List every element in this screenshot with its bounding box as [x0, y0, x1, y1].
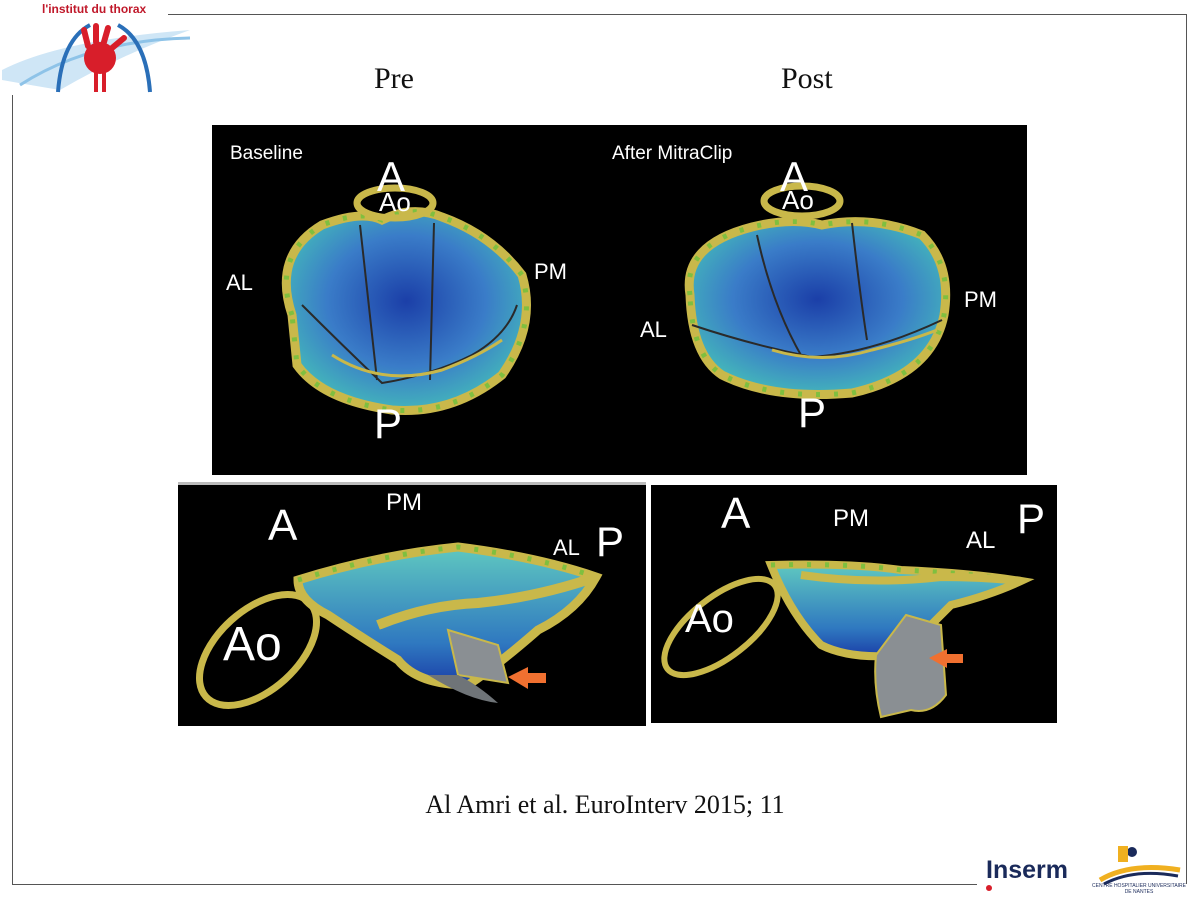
chu-logo-text: CENTRE HOSPITALIER UNIVERSITAIRE DE NANT…: [1092, 883, 1186, 895]
slide-frame-left: [12, 95, 13, 884]
inserm-dot: [986, 885, 992, 891]
inserm-logo: Inserm: [986, 856, 1068, 884]
bl-label-ao: Ao: [223, 618, 282, 671]
baseline-label-ao: Ao: [379, 187, 411, 217]
bottom-right-valve-panel: A PM AL P Ao: [651, 485, 1057, 723]
br-label-p: P: [1017, 495, 1046, 542]
after-label-ao: Ao: [782, 185, 814, 215]
after-label-p: P: [798, 389, 827, 436]
after-label-pm: PM: [964, 287, 997, 312]
after-mitraclip-caption: After MitraClip: [612, 143, 733, 164]
baseline-label-p: P: [374, 400, 403, 447]
bl-label-al: AL: [553, 535, 580, 560]
baseline-label-al: AL: [226, 270, 253, 295]
baseline-valve: [281, 184, 531, 416]
br-label-al: AL: [966, 527, 996, 554]
slide-frame-top: [168, 14, 1186, 15]
after-mitraclip-valve: [684, 182, 951, 399]
citation: Al Amri et al. EuroInterv 2015; 11: [425, 790, 785, 819]
after-label-a: A: [780, 153, 809, 200]
bl-label-p: P: [596, 518, 625, 565]
chu-nantes-logo: [1090, 842, 1186, 896]
institut-du-thorax-logo: [0, 0, 200, 100]
br-label-ao: Ao: [685, 597, 734, 641]
bl-label-pm: PM: [386, 489, 422, 516]
post-label: Post: [781, 62, 833, 95]
pre-label: Pre: [374, 62, 414, 95]
br-label-a: A: [721, 489, 751, 538]
baseline-caption: Baseline: [230, 143, 303, 164]
slide-frame-bottom: [12, 884, 977, 885]
baseline-label-pm: PM: [534, 259, 567, 284]
top-valve-panel: Baseline After MitraClip A Ao AL PM P A …: [212, 125, 1027, 475]
baseline-label-a: A: [377, 153, 406, 200]
after-label-al: AL: [640, 317, 667, 342]
bl-label-a: A: [268, 501, 298, 550]
institut-logo-text: l'institut du thorax: [42, 2, 147, 16]
slide-frame-right: [1186, 14, 1187, 884]
br-label-pm: PM: [833, 505, 869, 532]
bottom-left-valve-panel: A PM AL P Ao: [178, 482, 646, 726]
